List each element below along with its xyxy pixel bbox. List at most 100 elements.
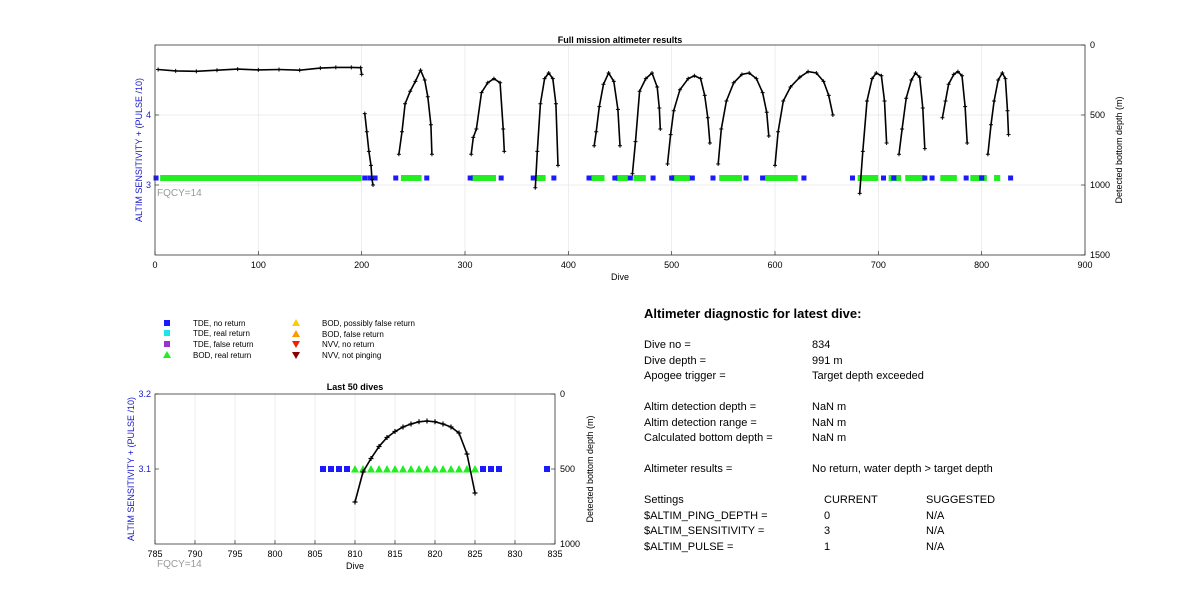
- depth-point: [429, 152, 434, 157]
- depth-point: [897, 152, 901, 157]
- bottom-x-tick-label: 830: [507, 549, 522, 559]
- depth-point: [633, 139, 638, 144]
- tde-no-return-marker: [367, 175, 373, 181]
- tde-no-return-marker: [881, 175, 886, 181]
- depth-point: [352, 499, 358, 505]
- depth-point: [535, 149, 540, 154]
- calculated-depth-label: Calculated bottom depth =: [644, 432, 773, 444]
- settings-header-row: Settings CURRENT SUGGESTED: [644, 494, 1124, 510]
- bottom-tde-markers: [320, 466, 550, 472]
- bod-real-return-segment: [764, 175, 798, 181]
- setting-suggested: N/A: [926, 525, 945, 537]
- depth-point: [900, 127, 905, 131]
- setting-current: 1: [824, 540, 831, 553]
- depth-point: [677, 87, 682, 92]
- tde-no-return-marker: [612, 175, 618, 181]
- depth-point: [376, 444, 382, 449]
- tde-no-return-marker: [530, 175, 536, 181]
- depth-point: [542, 76, 547, 81]
- depth-point: [860, 149, 865, 154]
- depth-point: [671, 108, 676, 113]
- depth-point: [408, 421, 414, 427]
- bottom-x-tick-label: 790: [187, 549, 202, 559]
- tde-no-return-marker: [760, 175, 766, 181]
- depth-series-line: [666, 74, 711, 165]
- depth-point: [592, 143, 597, 148]
- calculated-depth-value: NaN m: [812, 432, 847, 444]
- legend-label: NVV, no return: [322, 340, 374, 349]
- depth-series-line: [593, 71, 621, 146]
- depth-point: [643, 76, 648, 81]
- bod-real-return-marker: [415, 465, 423, 473]
- last-50-dives-chart: Last 50 dives 785 790 795 800 805 810 815 820 82…: [126, 382, 595, 571]
- bod-real-return-segment: [671, 175, 691, 181]
- depth-series-line: [631, 71, 662, 174]
- top-y2-tick-label: 1500: [1090, 250, 1110, 260]
- top-x-axis-label: Dive: [611, 272, 629, 282]
- bod-real-return-marker: [383, 465, 391, 473]
- depth-point: [194, 69, 199, 74]
- apogee-row: Apogee trigger = Target depth exceeded: [644, 370, 1124, 386]
- depth-point: [692, 73, 697, 78]
- tde-no-return-marker: [710, 175, 716, 181]
- bod-real-return-marker: [423, 465, 431, 473]
- legend-marker-triangle-up: [292, 319, 300, 326]
- depth-series-line: [941, 70, 968, 144]
- depth-point: [399, 129, 404, 134]
- legend-label: TDE, real return: [193, 329, 250, 338]
- tde-no-return-marker: [498, 175, 504, 181]
- tde-no-return-marker: [586, 175, 592, 181]
- depth-point: [396, 152, 401, 157]
- bod-real-return-marker: [367, 465, 375, 473]
- tde-no-return-marker: [320, 466, 326, 472]
- current-header: CURRENT: [824, 494, 878, 506]
- top-bod-segments: [160, 175, 1001, 181]
- depth-point: [943, 99, 948, 103]
- depth-point: [946, 82, 951, 87]
- bottom-x-tick-label: 810: [347, 549, 362, 559]
- depth-point: [909, 78, 914, 82]
- depth-point: [719, 127, 724, 131]
- depth-point: [471, 135, 476, 140]
- bod-real-return-segment: [591, 175, 605, 181]
- depth-point: [594, 129, 599, 134]
- depth-point: [857, 191, 862, 196]
- top-y2-ticks: 0 500 1000 1500: [1081, 40, 1110, 260]
- depth-point: [364, 129, 369, 134]
- bod-real-return-segment: [905, 175, 925, 181]
- depth-point: [988, 122, 993, 127]
- bod-real-return-marker: [463, 465, 471, 473]
- depth-point: [428, 122, 433, 127]
- depth-point: [965, 141, 970, 145]
- legend-label: BOD, real return: [193, 351, 251, 360]
- bod-real-return-segment: [994, 175, 1001, 181]
- legend-label: TDE, false return: [193, 340, 253, 349]
- depth-point: [773, 163, 777, 168]
- depth-point: [403, 101, 408, 106]
- depth-point: [418, 68, 423, 73]
- depth-series-line: [398, 68, 433, 155]
- altimeter-diagnostic-panel: Altimeter diagnostic for latest dive: Di…: [644, 306, 1124, 556]
- top-y2-tick-label: 500: [1090, 110, 1105, 120]
- bod-real-return-segment: [535, 175, 546, 181]
- setting-name: $ALTIM_PULSE =: [644, 540, 734, 553]
- bod-real-return-marker: [391, 465, 399, 473]
- depth-point: [424, 418, 430, 424]
- setting-suggested: N/A: [926, 540, 945, 553]
- depth-point: [874, 71, 879, 75]
- depth-point: [1003, 76, 1008, 81]
- depth-point: [657, 106, 662, 110]
- depth-point: [425, 94, 430, 99]
- dive-no-value: 834: [812, 339, 831, 351]
- depth-point: [384, 435, 390, 440]
- tde-no-return-marker: [424, 175, 430, 181]
- depth-point: [922, 146, 927, 151]
- bottom-x-tick-label: 815: [387, 549, 402, 559]
- bottom-y-tick-label: 3.2: [138, 389, 151, 399]
- tde-no-return-marker: [336, 466, 342, 472]
- bod-real-return-segment: [471, 175, 496, 181]
- depth-point: [739, 72, 744, 77]
- bod-real-return-segment: [400, 175, 422, 181]
- depth-point: [371, 183, 376, 187]
